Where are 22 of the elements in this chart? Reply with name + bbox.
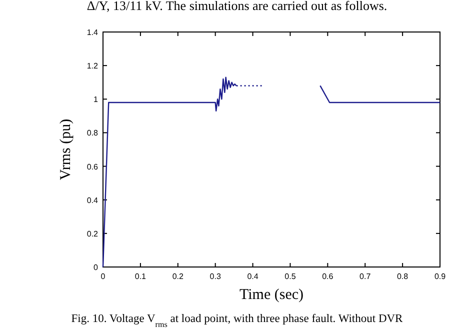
x-tick-label: 0 — [100, 272, 106, 281]
y-tick-label: 0.4 — [86, 196, 99, 205]
y-tick-label: 1.4 — [86, 28, 99, 37]
y-tick-label: 1 — [94, 95, 99, 104]
x-tick-label: 0.8 — [396, 272, 409, 281]
y-tick-label: 1.2 — [86, 62, 99, 71]
x-tick-label: 0.2 — [172, 272, 184, 281]
y-tick-label: 0 — [94, 263, 99, 272]
caption: Fig. 10. Voltage V$_{rms}$ at load point, with three phase fault. Without DVR — [71, 313, 404, 328]
y-tick-label: 0.6 — [86, 162, 99, 172]
x-axis-title: Time (sec) — [239, 287, 304, 303]
x-tick-label: 0.4 — [247, 272, 259, 281]
x-tick-label: 0.6 — [322, 272, 334, 281]
y-tick-label: 0.8 — [86, 128, 99, 138]
x-tick-label: 0.3 — [210, 272, 222, 281]
x-tick-label: 0.5 — [284, 272, 296, 281]
x-tick-label: 0.1 — [134, 272, 147, 281]
x-tick-label: 0.7 — [360, 272, 372, 281]
y-axis-title: Vrms (pu) — [58, 118, 74, 180]
text: Δ/Y, 13/11 kV. The simulations are carried out as follows. — [86, 0, 388, 13]
y-tick-label: 0.2 — [86, 229, 99, 238]
x-tick-label: 0.9 — [434, 272, 446, 281]
